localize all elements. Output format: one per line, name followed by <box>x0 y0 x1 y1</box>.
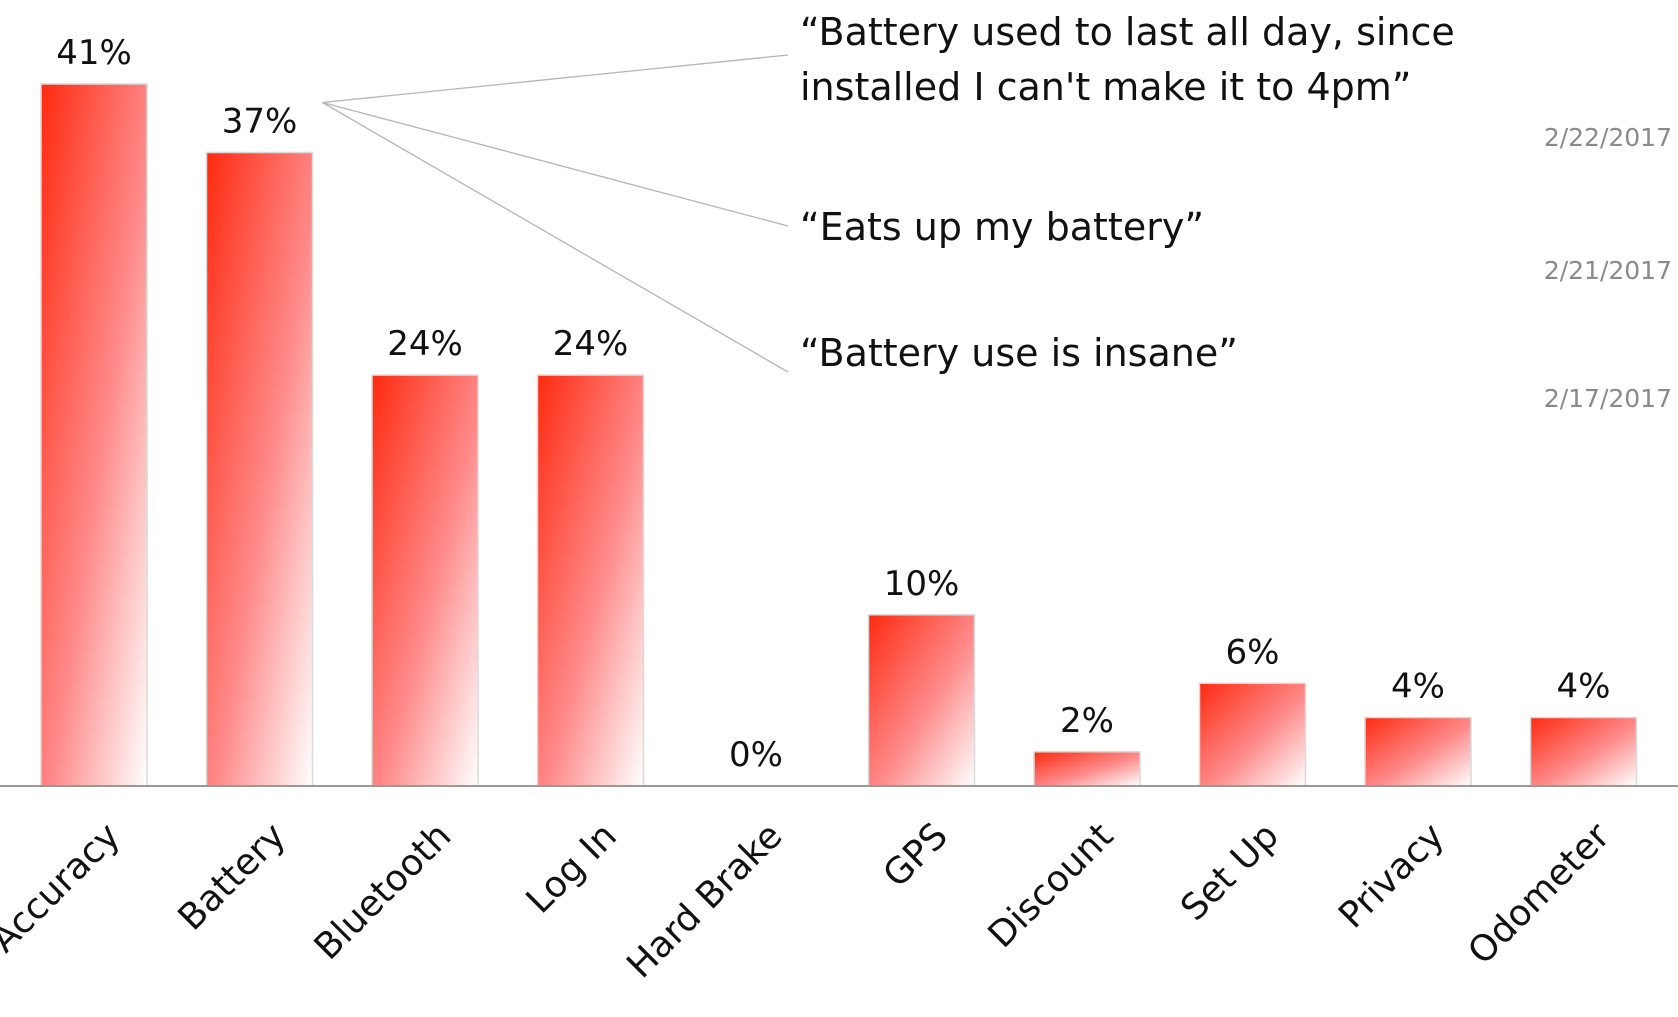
quote-1-line-2: installed I can't make it to 4pm” <box>800 65 1411 109</box>
category-label-discount: Discount <box>981 815 1122 956</box>
category-label-log-in: Log In <box>519 815 625 921</box>
quote-3-line-1: “Battery use is insane” <box>800 331 1238 375</box>
value-label-log-in: 24% <box>553 324 629 364</box>
category-label-odometer: Odometer <box>1461 815 1618 972</box>
value-label-set-up: 6% <box>1226 632 1280 672</box>
value-label-gps: 10% <box>884 564 960 604</box>
value-label-battery: 37% <box>222 102 298 142</box>
callout-line-3 <box>322 101 789 373</box>
value-label-discount: 2% <box>1060 701 1114 741</box>
bar-privacy <box>1364 716 1472 787</box>
value-labels: 41% 37% 24% 24% 0% 10% 2% 6% 4% 4% <box>56 33 1610 775</box>
category-label-set-up: Set Up <box>1173 815 1287 929</box>
bar-accuracy <box>40 83 148 787</box>
category-label-gps: GPS <box>876 815 956 895</box>
quote-date-2: 2/21/2017 <box>1544 256 1672 285</box>
bar-odometer <box>1529 716 1638 787</box>
bar-gps <box>867 614 976 787</box>
value-label-privacy: 4% <box>1391 667 1445 707</box>
category-label-hard-brake: Hard Brake <box>619 815 790 986</box>
value-label-odometer: 4% <box>1557 667 1611 707</box>
category-label-bluetooth: Bluetooth <box>307 815 460 968</box>
quote-2-line-1: “Eats up my battery” <box>800 205 1204 249</box>
bars <box>40 83 1638 787</box>
quote-1-line-1: “Battery used to last all day, since <box>800 10 1455 54</box>
callout-line-2 <box>322 101 789 227</box>
bar-bluetooth <box>371 374 479 787</box>
value-label-bluetooth: 24% <box>387 324 463 364</box>
quote-date-3: 2/17/2017 <box>1544 384 1672 413</box>
bar-log-in <box>536 374 645 787</box>
bar-battery <box>205 151 314 787</box>
callout-lines <box>322 54 789 373</box>
value-label-hard-brake: 0% <box>729 735 783 775</box>
bar-set-up <box>1198 682 1307 787</box>
quote-date-1: 2/22/2017 <box>1544 123 1672 152</box>
category-label-accuracy: Accuracy <box>0 815 128 960</box>
category-label-privacy: Privacy <box>1331 815 1452 936</box>
annotations: “Battery used to last all day, since inst… <box>800 10 1672 413</box>
category-label-battery: Battery <box>171 815 294 938</box>
callout-line-1 <box>322 54 789 104</box>
value-label-accuracy: 41% <box>56 33 132 73</box>
bar-discount <box>1033 751 1141 787</box>
